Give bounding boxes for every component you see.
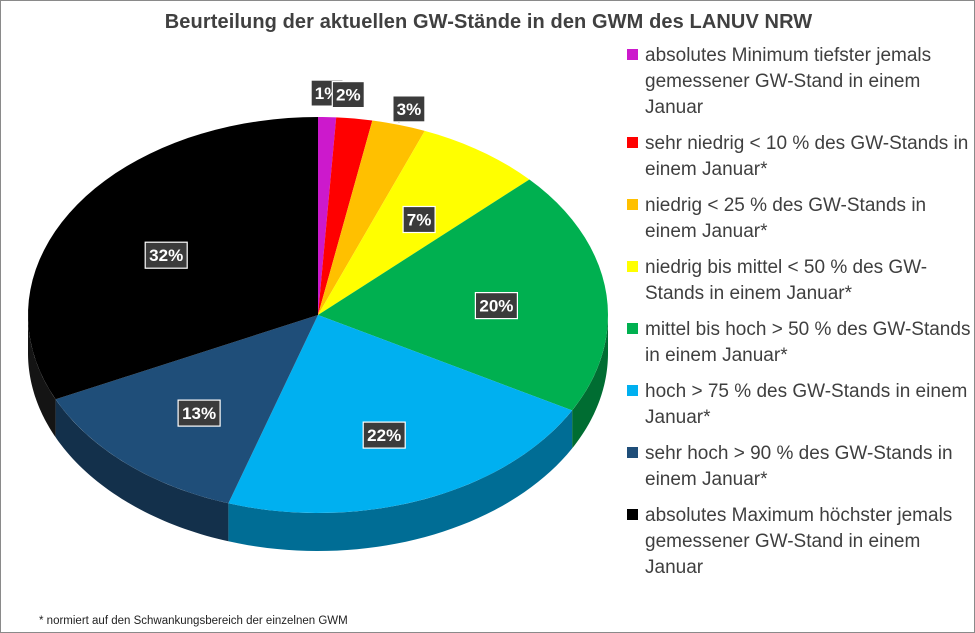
- data-label-box-7: [177, 399, 221, 427]
- legend-item-6: hoch > 75 % des GW-Stands in einem Janua…: [627, 379, 972, 431]
- legend-item-3: niedrig < 25 % des GW-Stands in einem Ja…: [627, 193, 972, 245]
- legend-swatch: [627, 199, 638, 210]
- legend-item-8: absolutes Maximum höchster jemals gemess…: [627, 503, 972, 581]
- data-label-box-5: [474, 292, 518, 320]
- data-label-box-6: [362, 421, 406, 449]
- legend-item-4: niedrig bis mittel < 50 % des GW-Stands …: [627, 255, 972, 307]
- legend-item-2: sehr niedrig < 10 % des GW-Stands in ein…: [627, 131, 972, 183]
- legend-swatch: [627, 509, 638, 520]
- pie-slice-2: [318, 117, 373, 315]
- data-label-7: 13%: [182, 404, 216, 423]
- legend-label: sehr hoch > 90 % des GW-Stands in einem …: [645, 443, 953, 490]
- pie-slice-5: [318, 179, 608, 411]
- legend: absolutes Minimum tiefster jemals gemess…: [627, 43, 972, 581]
- chart-title: Beurteilung der aktuellen GW-Stände in d…: [164, 11, 813, 33]
- legend-label: sehr niedrig < 10 % des GW-Stands in ein…: [645, 133, 969, 180]
- data-label-box-4: [402, 205, 436, 234]
- pie-slice-side-5: [572, 315, 608, 449]
- legend-label: mittel bis hoch > 50 % des GW-Stands in …: [645, 319, 971, 366]
- legend-item-5: mittel bis hoch > 50 % des GW-Stands in …: [627, 317, 972, 369]
- legend-swatch: [627, 49, 638, 60]
- footnote: * normiert auf den Schwankungsbereich de…: [39, 615, 348, 627]
- legend-swatch: [627, 323, 638, 334]
- legend-label: absolutes Maximum höchster jemals gemess…: [645, 505, 953, 578]
- pie-slice-side-8: [28, 315, 56, 438]
- data-label-6: 22%: [367, 426, 401, 445]
- legend-label: niedrig bis mittel < 50 % des GW-Stands …: [645, 257, 928, 304]
- legend-swatch: [627, 261, 638, 272]
- data-label-box-8: [144, 241, 188, 269]
- legend-label: hoch > 75 % des GW-Stands in einem Janua…: [645, 381, 968, 428]
- pie-slice-side-7: [55, 399, 229, 542]
- data-label-3: 3%: [397, 100, 422, 119]
- data-label-box-2: [331, 80, 365, 109]
- data-label-5: 20%: [479, 297, 513, 316]
- legend-swatch: [627, 137, 638, 148]
- pie-slice-1: [318, 117, 337, 315]
- legend-label: absolutes Minimum tiefster jemals gemess…: [645, 45, 932, 118]
- legend-item-1: absolutes Minimum tiefster jemals gemess…: [627, 43, 972, 121]
- pie-slice-6: [228, 315, 573, 513]
- legend-item-7: sehr hoch > 90 % des GW-Stands in einem …: [627, 441, 972, 493]
- legend-swatch: [627, 447, 638, 458]
- data-label-2: 2%: [336, 86, 361, 105]
- pie-slice-side-6: [228, 410, 573, 551]
- legend-swatch: [627, 385, 638, 396]
- pie-slice-3: [318, 120, 425, 315]
- data-label-box-3: [392, 95, 426, 123]
- data-label-4: 7%: [407, 211, 432, 230]
- legend-label: niedrig < 25 % des GW-Stands in einem Ja…: [645, 195, 927, 242]
- data-label-8: 32%: [149, 246, 183, 265]
